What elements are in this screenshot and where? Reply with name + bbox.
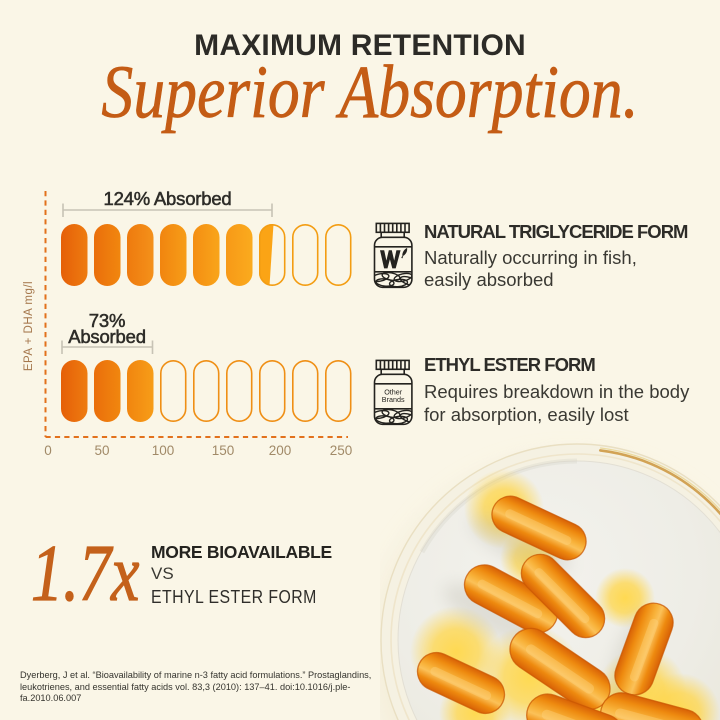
svg-text:Other: Other bbox=[384, 388, 403, 397]
svg-text:Brands: Brands bbox=[382, 395, 405, 404]
